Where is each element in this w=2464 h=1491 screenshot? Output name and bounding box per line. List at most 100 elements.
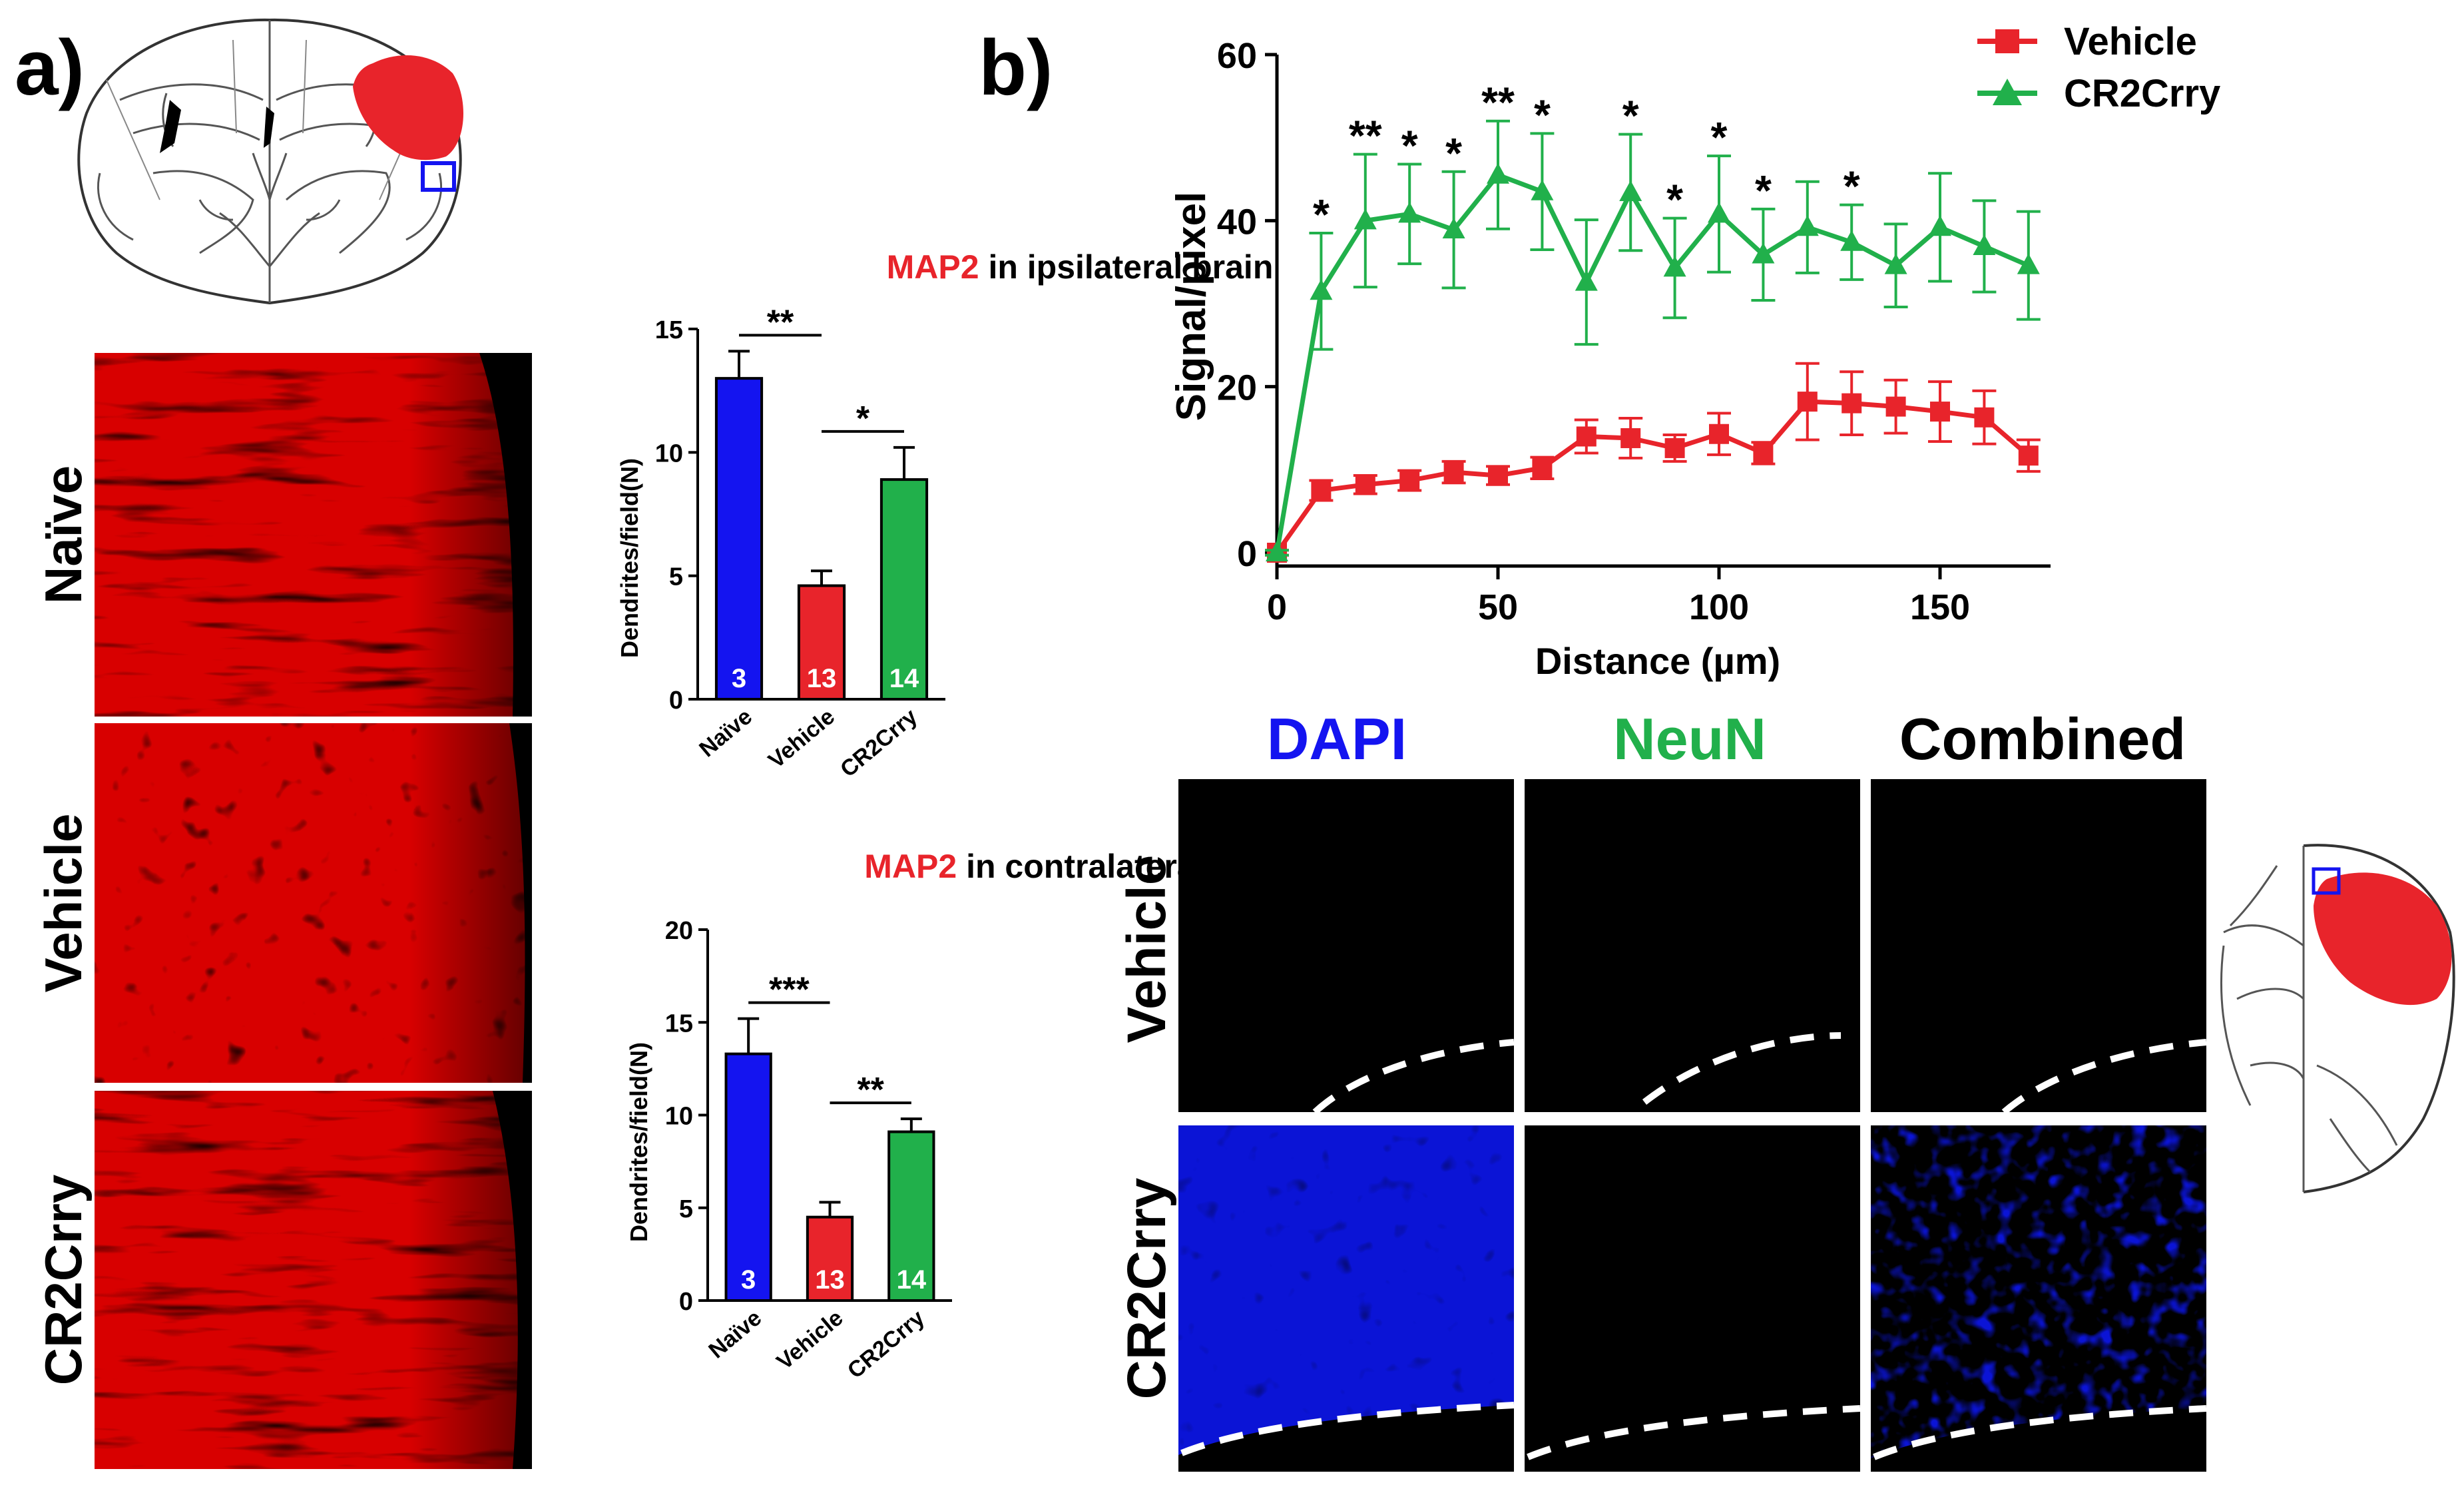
bar2-n-label-0: 3: [741, 1265, 756, 1295]
series-vehicle-point-2: [1355, 474, 1375, 495]
bar2-title-map2: MAP2: [864, 848, 957, 885]
bar1-bar-0: [714, 377, 764, 701]
series-cr2crry-point-4: [1442, 218, 1465, 239]
line-ytick-label-0: 0: [1237, 534, 1257, 574]
bar2-n-label-2: 14: [897, 1265, 927, 1295]
bar2-bar-2: [887, 1130, 935, 1302]
series-vehicle-point-8: [1620, 428, 1641, 448]
bar1-title-rest: in ipsilateral brain: [979, 248, 1274, 286]
bar1-ytick-label-2: 10: [655, 440, 683, 467]
region-box-b: [2312, 867, 2341, 895]
bar2-ytick-label-4: 20: [665, 917, 693, 945]
line-xtick-label-3: 150: [1910, 587, 1970, 627]
legend: Vehicle CR2Crry: [1977, 20, 2220, 115]
line-xtick-label-1: 50: [1478, 587, 1518, 627]
series-vehicle-point-13: [1842, 393, 1862, 414]
bar2-ylabel: Dendrites/field(N): [625, 1042, 652, 1242]
series-cr2crry-point-9: [1663, 256, 1686, 277]
bar1-category-label-2: CR2Crry: [836, 704, 922, 782]
line-sig-label-6: *: [1622, 92, 1639, 140]
series-cr2crry-point-15: [1929, 215, 1951, 236]
line-ylabel: Signal/pixel: [1168, 192, 1214, 422]
series-vehicle-point-11: [1753, 443, 1774, 463]
series-vehicle-point-6: [1532, 457, 1553, 478]
series-vehicle-point-17: [2018, 446, 2039, 466]
series-vehicle-point-1: [1311, 480, 1332, 501]
brain-schematic-b: [2220, 844, 2455, 1193]
bar1-ylabel: Dendrites/field(N): [616, 458, 643, 658]
series-cr2crry-point-1: [1310, 279, 1333, 300]
bar2-ytick-label-2: 10: [665, 1103, 693, 1131]
bar1-n-label-0: 3: [732, 664, 746, 693]
series-vehicle-point-4: [1443, 462, 1464, 483]
series-cr2crry-point-10: [1708, 202, 1730, 223]
combined-cr2crry-image: [1871, 1125, 2207, 1472]
col-header-combined: Combined: [1899, 706, 2186, 772]
row-label-vehicle: Vehicle: [34, 814, 93, 993]
grid-row-label-cr2crry: CR2Crry: [1116, 1177, 1177, 1399]
bar1-title: MAP2 in ipsilateral brain: [887, 248, 1274, 286]
series-cr2crry-point-12: [1796, 215, 1819, 236]
line-sig-label-1: **: [1349, 112, 1382, 160]
series-vehicle-point-14: [1885, 396, 1906, 417]
bar2-ytick-label-1: 5: [679, 1195, 693, 1223]
series-vehicle-point-3: [1399, 470, 1420, 491]
bar2-sig-label-0: ***: [769, 971, 810, 1010]
series-vehicle-point-7: [1576, 426, 1597, 447]
line-xlabel: Distance (µm): [1535, 640, 1780, 682]
bar1-title-map2: MAP2: [887, 248, 979, 286]
bar1-sig-label-0: **: [767, 303, 794, 342]
bar2-sig-label-1: **: [857, 1071, 884, 1109]
bar2-bar-0: [724, 1052, 772, 1302]
line-sig-label-10: *: [1844, 162, 1860, 210]
line-xtick-label-2: 100: [1689, 587, 1749, 627]
line-ytick-label-3: 60: [1217, 36, 1257, 76]
bar1-n-label-2: 14: [889, 664, 919, 693]
dapi-cr2crry-image: [1178, 1125, 1515, 1472]
series-cr2crry-point-8: [1619, 180, 1642, 201]
map2-image-cr2crry: [95, 1091, 532, 1469]
series-cr2crry-point-2: [1354, 208, 1377, 230]
line-sig-label-7: *: [1666, 176, 1683, 224]
series-cr2crry-point-7: [1575, 270, 1598, 291]
lesion-region-a: [353, 55, 464, 160]
series-vehicle-point-9: [1664, 438, 1685, 458]
lesion-region-b: [2314, 872, 2452, 1006]
legend-cr2crry-marker: [1993, 79, 2022, 105]
series-vehicle-point-10: [1709, 424, 1729, 444]
line-sig-label-3: *: [1445, 129, 1462, 177]
series-cr2crry-point-3: [1398, 202, 1421, 223]
series-cr2crry-point-11: [1752, 242, 1775, 264]
dapi-vehicle-image: [1178, 779, 1515, 1115]
bar2-category-label-2: CR2Crry: [843, 1305, 929, 1384]
panel-label-b: b): [979, 24, 1053, 112]
series-cr2crry-point-14: [1884, 253, 1907, 274]
combined-vehicle-image: [1871, 779, 2207, 1115]
map2-image-vehicle: [95, 723, 532, 1083]
bar1-category-label-1: Vehicle: [764, 704, 840, 773]
neun-cr2crry-image: [1525, 1125, 1861, 1472]
region-box-a: [421, 161, 456, 192]
series-cr2crry-point-17: [2017, 253, 2040, 274]
series-cr2crry-point-6: [1531, 179, 1554, 200]
bar1-ytick-label-0: 0: [669, 687, 683, 715]
bar2-category-label-0: Naïve: [704, 1305, 766, 1363]
line-chart-signal: Signal/pixel Distance (µm) 0 20 40 60 0 50 100…: [1168, 20, 2220, 682]
bar1-sig-label-1: *: [856, 400, 870, 438]
line-sig-label-9: *: [1755, 166, 1772, 214]
series-vehicle-point-16: [1974, 407, 1995, 428]
line-sig-label-8: *: [1711, 113, 1728, 161]
bar1-ytick-label-3: 15: [655, 316, 683, 344]
line-xtick-label-0: 0: [1267, 587, 1287, 627]
legend-cr2crry-label: CR2Crry: [2064, 72, 2220, 115]
line-ytick-label-2: 40: [1217, 202, 1257, 242]
grid-row-label-vehicle: Vehicle: [1116, 855, 1177, 1044]
series-vehicle-point-15: [1930, 402, 1950, 422]
line-sig-label-5: *: [1534, 91, 1551, 139]
series-cr2crry-point-13: [1840, 230, 1863, 251]
series-vehicle-point-12: [1797, 392, 1818, 412]
bar1-bar-1: [797, 584, 846, 701]
panel-label-a: a): [15, 24, 85, 112]
ventricle-right: [264, 107, 274, 148]
